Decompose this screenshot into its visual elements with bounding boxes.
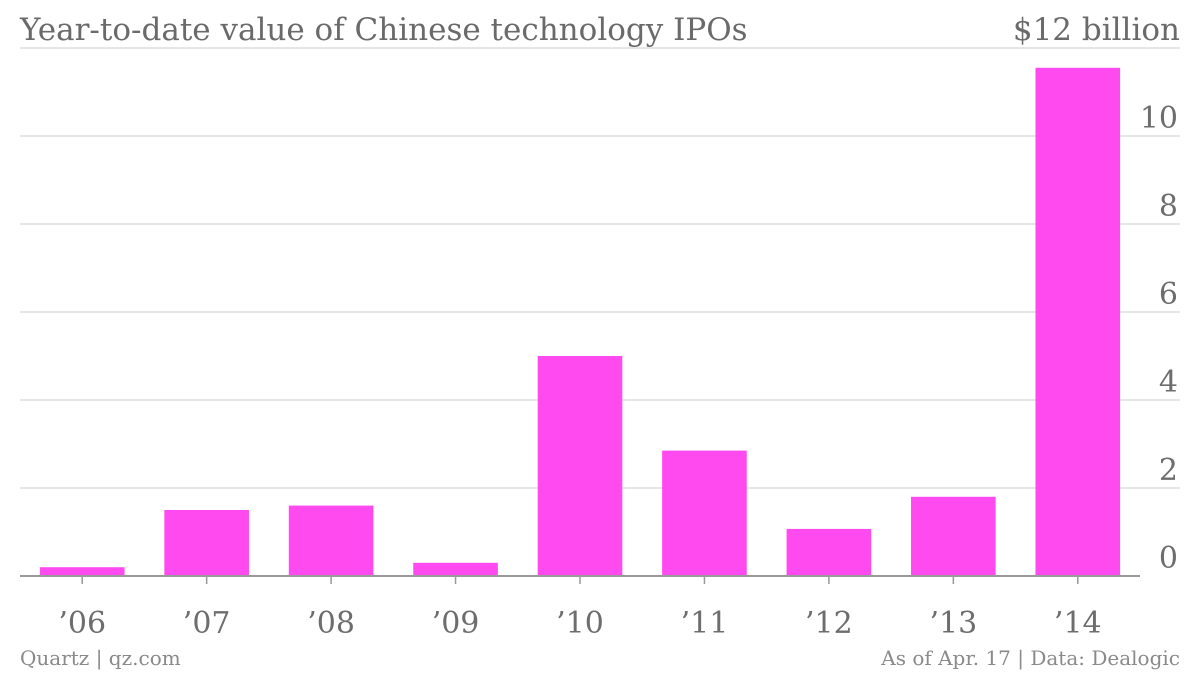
x-tick-labels: ’06 ’07 ’08 ’09 ’10 ’11 ’12 ’13 ’14 xyxy=(58,576,1102,641)
bar-8 xyxy=(1035,67,1121,577)
bar-1 xyxy=(164,510,249,576)
y-tick-label: 2 xyxy=(1159,453,1178,488)
y-tick-labels: 0 2 4 6 8 10 xyxy=(1140,101,1178,576)
bar-2 xyxy=(288,505,374,576)
y-tick-label: 10 xyxy=(1140,101,1178,136)
y-tick-label: 6 xyxy=(1159,277,1178,312)
data-source-note: As of Apr. 17 | Data: Dealogic xyxy=(881,646,1180,670)
x-tick-label: ’09 xyxy=(432,606,480,641)
x-tick-label: ’06 xyxy=(58,606,106,641)
y-tick-label: 4 xyxy=(1159,365,1178,400)
x-tick-label: ’07 xyxy=(183,606,231,641)
x-tick-label: ’08 xyxy=(307,606,355,641)
y-axis-top-label: $12 billion xyxy=(1012,12,1180,48)
x-tick-label: ’14 xyxy=(1054,606,1102,641)
x-tick-label: ’12 xyxy=(805,606,853,641)
chart-title: Year-to-date value of Chinese technology… xyxy=(20,12,748,48)
y-tick-label: 0 xyxy=(1159,541,1178,576)
bars xyxy=(39,67,1121,577)
x-tick-label: ’11 xyxy=(681,606,729,641)
x-tick-label: ’13 xyxy=(929,606,977,641)
bar-6 xyxy=(786,528,872,576)
bar-7 xyxy=(911,496,996,576)
bar-4 xyxy=(537,356,623,576)
bar-3 xyxy=(413,562,498,576)
bar-5 xyxy=(662,450,747,576)
x-tick-label: ’10 xyxy=(556,606,604,641)
y-tick-label: 8 xyxy=(1159,189,1178,224)
bar-0 xyxy=(39,567,125,576)
source-credit: Quartz | qz.com xyxy=(20,646,181,670)
